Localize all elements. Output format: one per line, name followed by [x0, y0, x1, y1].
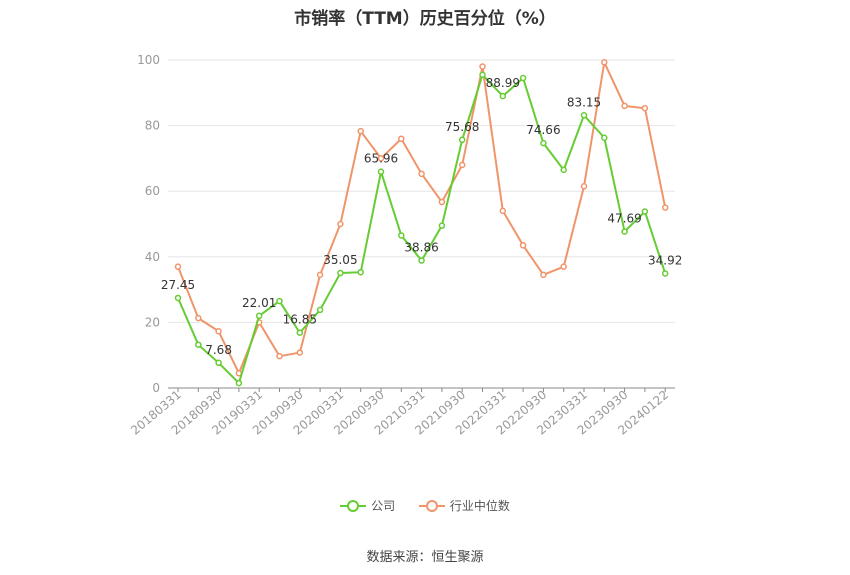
data-point[interactable] [560, 263, 567, 270]
data-point[interactable] [195, 341, 202, 348]
data-point[interactable] [458, 136, 466, 144]
data-point[interactable] [661, 270, 669, 277]
data-point[interactable] [195, 314, 202, 322]
series-lines [174, 59, 669, 387]
data-point[interactable] [661, 204, 669, 211]
data-label: 27.45 [161, 278, 195, 292]
axes: 0204060801002018033120180930201903312019… [128, 53, 675, 438]
data-label: 35.05 [323, 253, 357, 267]
data-label: 88.99 [486, 76, 520, 90]
data-point[interactable] [580, 112, 588, 119]
data-point[interactable] [276, 352, 283, 360]
data-point[interactable] [337, 220, 344, 228]
data-point[interactable] [479, 71, 486, 79]
series-line-0 [177, 73, 667, 385]
data-point[interactable] [580, 183, 588, 190]
data-point[interactable] [235, 379, 243, 387]
data-point[interactable] [296, 329, 304, 336]
data-point[interactable] [215, 359, 222, 367]
data-point[interactable] [621, 228, 628, 235]
data-point[interactable] [337, 269, 344, 277]
data-point[interactable] [418, 170, 425, 178]
data-point[interactable] [377, 155, 385, 162]
data-point[interactable] [174, 263, 182, 270]
data-point[interactable] [357, 268, 364, 276]
data-point[interactable] [499, 207, 507, 215]
chart-title: 市销率（TTM）历史百分位（%） [294, 9, 556, 29]
data-label: 34.92 [648, 253, 682, 267]
legend-industry-label: 行业中位数 [449, 499, 510, 513]
data-point[interactable] [601, 59, 608, 66]
data-point[interactable] [540, 271, 547, 279]
data-point[interactable] [316, 306, 324, 314]
y-tick-label: 20 [145, 315, 160, 329]
data-label: 7.68 [205, 343, 232, 357]
y-tick-label: 80 [145, 119, 160, 133]
data-point[interactable] [276, 297, 283, 305]
data-point[interactable] [255, 312, 263, 320]
data-point[interactable] [560, 166, 567, 174]
legend-industry-swatch [418, 499, 445, 513]
data-point[interactable] [316, 271, 324, 279]
legend-item-company[interactable]: 公司 [340, 497, 395, 514]
data-point[interactable] [540, 139, 547, 147]
data-point[interactable] [398, 232, 405, 239]
data-point[interactable] [174, 294, 182, 302]
data-point[interactable] [418, 257, 425, 264]
data-label: 74.66 [526, 123, 560, 137]
data-point[interactable] [499, 92, 507, 100]
data-label: 75.68 [445, 120, 479, 134]
data-point[interactable] [621, 102, 628, 110]
data-label: 16.85 [283, 313, 317, 327]
data-point[interactable] [458, 161, 466, 169]
y-tick-label: 0 [152, 381, 160, 395]
data-point[interactable] [377, 168, 385, 175]
data-point[interactable] [601, 134, 608, 141]
data-point[interactable] [641, 208, 649, 215]
data-label: 83.15 [567, 95, 601, 109]
legend-company-label: 公司 [371, 499, 396, 513]
data-label: 47.69 [607, 212, 641, 226]
data-source: 数据来源：恒生聚源 [366, 550, 484, 565]
data-point[interactable] [479, 63, 486, 70]
data-point[interactable] [641, 104, 649, 112]
data-point[interactable] [438, 198, 446, 206]
data-point[interactable] [357, 127, 364, 135]
data-label: 38.86 [404, 241, 438, 255]
grid-lines [168, 59, 675, 323]
data-point[interactable] [215, 328, 222, 335]
y-tick-label: 40 [145, 250, 160, 264]
data-point[interactable] [519, 242, 527, 249]
y-tick-label: 100 [137, 53, 160, 67]
data-point[interactable] [519, 74, 527, 82]
data-point[interactable] [398, 135, 405, 142]
legend-item-industry-median[interactable]: 行业中位数 [418, 497, 510, 514]
data-label: 65.96 [364, 152, 398, 166]
legend-company-swatch [340, 499, 367, 513]
data-labels: 27.45 7.68 22.01 16.85 35.05 65.96 38.86 75.68 8… [161, 76, 683, 357]
data-point[interactable] [438, 222, 446, 229]
data-label: 22.01 [242, 296, 276, 310]
legend: 公司 行业中位数 [0, 497, 850, 516]
y-tick-label: 60 [145, 184, 160, 198]
data-point[interactable] [296, 349, 304, 356]
